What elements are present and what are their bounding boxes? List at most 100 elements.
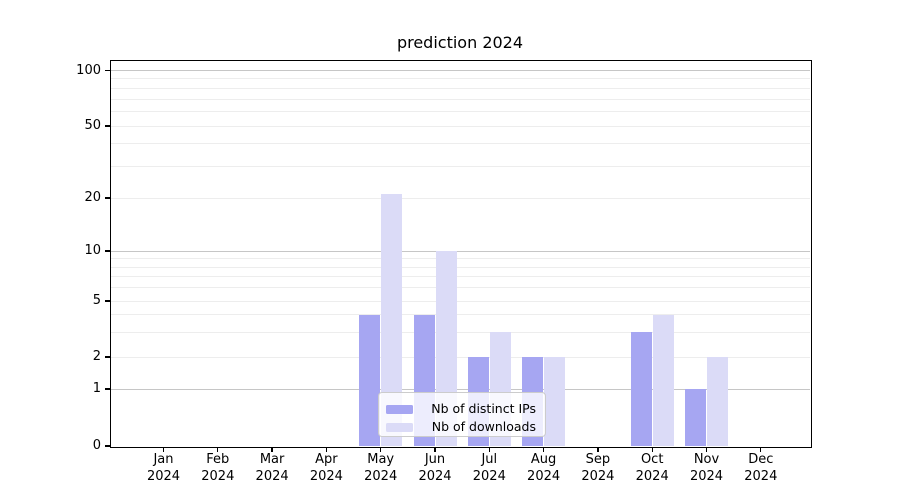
x-tick-label-line: Feb (206, 452, 230, 467)
y-tick-label: 10 (84, 243, 101, 258)
x-tick-label: Jun 2024 (403, 451, 467, 485)
bar-distinct-ips (630, 332, 652, 446)
legend: Nb of distinct IPs Nb of downloads (378, 392, 546, 437)
gridline-minor (110, 87, 810, 89)
gridline-minor (110, 300, 810, 302)
x-tick-label-line: 2024 (527, 469, 561, 484)
x-tick-label-line: 2024 (418, 469, 452, 484)
gridline-minor (110, 258, 810, 260)
x-tick-label: Jul 2024 (457, 451, 521, 485)
y-tick-mark (104, 300, 110, 302)
x-tick-mark (651, 447, 653, 452)
gridline-major (110, 250, 810, 252)
x-tick-label-line: 2024 (472, 469, 506, 484)
x-tick-label-line: 2024 (364, 469, 398, 484)
x-tick-mark (217, 447, 219, 452)
legend-item-downloads: Nb of downloads (386, 418, 536, 436)
x-tick-mark (162, 447, 165, 452)
gridline-minor (110, 314, 810, 316)
x-tick-label: Oct 2024 (620, 451, 684, 485)
y-tick-mark (104, 445, 110, 447)
x-tick-label-line: 2024 (201, 469, 235, 484)
y-tick-label: 5 (92, 293, 101, 308)
x-tick-label: Nov 2024 (675, 451, 739, 485)
bar-distinct-ips (359, 314, 381, 446)
gridline-major (110, 70, 810, 71)
gridline-minor (110, 78, 810, 80)
x-tick-label: Apr 2024 (294, 451, 358, 485)
y-tick-label: 0 (92, 438, 101, 453)
x-tick-mark (488, 447, 490, 452)
y-tick-mark (104, 356, 110, 358)
x-tick-label-line: 2024 (255, 469, 289, 484)
x-tick-label-line: 2024 (744, 469, 778, 484)
x-tick-mark (325, 447, 328, 452)
gridline-minor (110, 356, 810, 358)
gridline-minor (110, 197, 810, 199)
gridline-minor (110, 276, 810, 278)
x-tick-mark (380, 447, 382, 452)
gridline-major (110, 388, 810, 390)
gridline-minor (110, 287, 810, 289)
x-tick-label: May 2024 (349, 451, 413, 485)
y-tick-mark (104, 388, 110, 390)
x-tick-label: Jan 2024 (132, 451, 196, 485)
gridline-minor (110, 125, 810, 127)
x-tick-label-line: Mar (259, 452, 285, 467)
x-tick-label-line: Jun (424, 452, 446, 467)
legend-item-distinct-ips: Nb of distinct IPs (386, 400, 536, 418)
gridline-minor (110, 331, 810, 333)
legend-label-distinct-ips: Nb of distinct IPs (431, 401, 536, 416)
x-tick-label-line: Jan (153, 452, 174, 467)
x-tick-mark (542, 447, 545, 452)
x-tick-label: Dec 2024 (729, 451, 793, 485)
y-tick-label: 100 (76, 62, 101, 78)
x-tick-label-line: Aug (530, 452, 557, 467)
x-tick-label: Mar 2024 (240, 451, 304, 485)
x-tick-label-line: Jul (481, 452, 498, 467)
plot-area (110, 60, 810, 446)
y-tick-mark (104, 250, 110, 252)
gridline-minor (110, 266, 810, 268)
y-tick-label: 20 (84, 190, 101, 205)
x-tick-label-line: Apr (315, 452, 338, 467)
x-tick-label-line: Dec (748, 452, 774, 467)
y-tick-label: 1 (92, 381, 101, 396)
x-tick-mark (434, 447, 436, 452)
x-tick-label-line: 2024 (635, 469, 669, 484)
x-tick-label-line: 2024 (309, 469, 343, 484)
y-tick-label: 50 (84, 118, 101, 133)
x-tick-label: Feb 2024 (186, 451, 250, 485)
x-tick-label-line: May (367, 452, 395, 467)
x-tick-label-line: 2024 (146, 469, 181, 484)
y-tick-mark (104, 197, 110, 199)
y-tick-label: 2 (92, 349, 101, 364)
x-tick-label: Aug 2024 (512, 451, 576, 485)
y-tick-mark (104, 125, 110, 127)
y-tick-mark (104, 69, 110, 72)
bar-downloads (544, 357, 566, 446)
bar-downloads (381, 194, 403, 446)
x-tick-label-line: 2024 (689, 469, 724, 484)
x-tick-mark (760, 447, 762, 452)
gridline-minor (110, 165, 810, 167)
x-tick-mark (705, 447, 708, 452)
bar-downloads (652, 314, 674, 446)
downloads-swatch (386, 422, 413, 432)
x-tick-mark (597, 447, 599, 452)
x-tick-label-line: Oct (640, 452, 664, 467)
bar-distinct-ips (685, 389, 706, 446)
x-tick-label-line: 2024 (581, 469, 615, 484)
gridline-minor (110, 143, 810, 145)
x-tick-mark (271, 447, 273, 452)
x-tick-label-line: Nov (693, 452, 720, 467)
chart-title: prediction 2024 (396, 33, 524, 52)
x-tick-label: Sep 2024 (566, 451, 630, 485)
gridline-minor (110, 98, 810, 100)
gridline-minor (110, 110, 810, 112)
x-tick-label-line: Sep (585, 452, 611, 467)
bar-downloads (707, 357, 728, 446)
legend-label-downloads: Nb of downloads (431, 419, 536, 434)
distinct-ips-swatch (386, 404, 413, 414)
